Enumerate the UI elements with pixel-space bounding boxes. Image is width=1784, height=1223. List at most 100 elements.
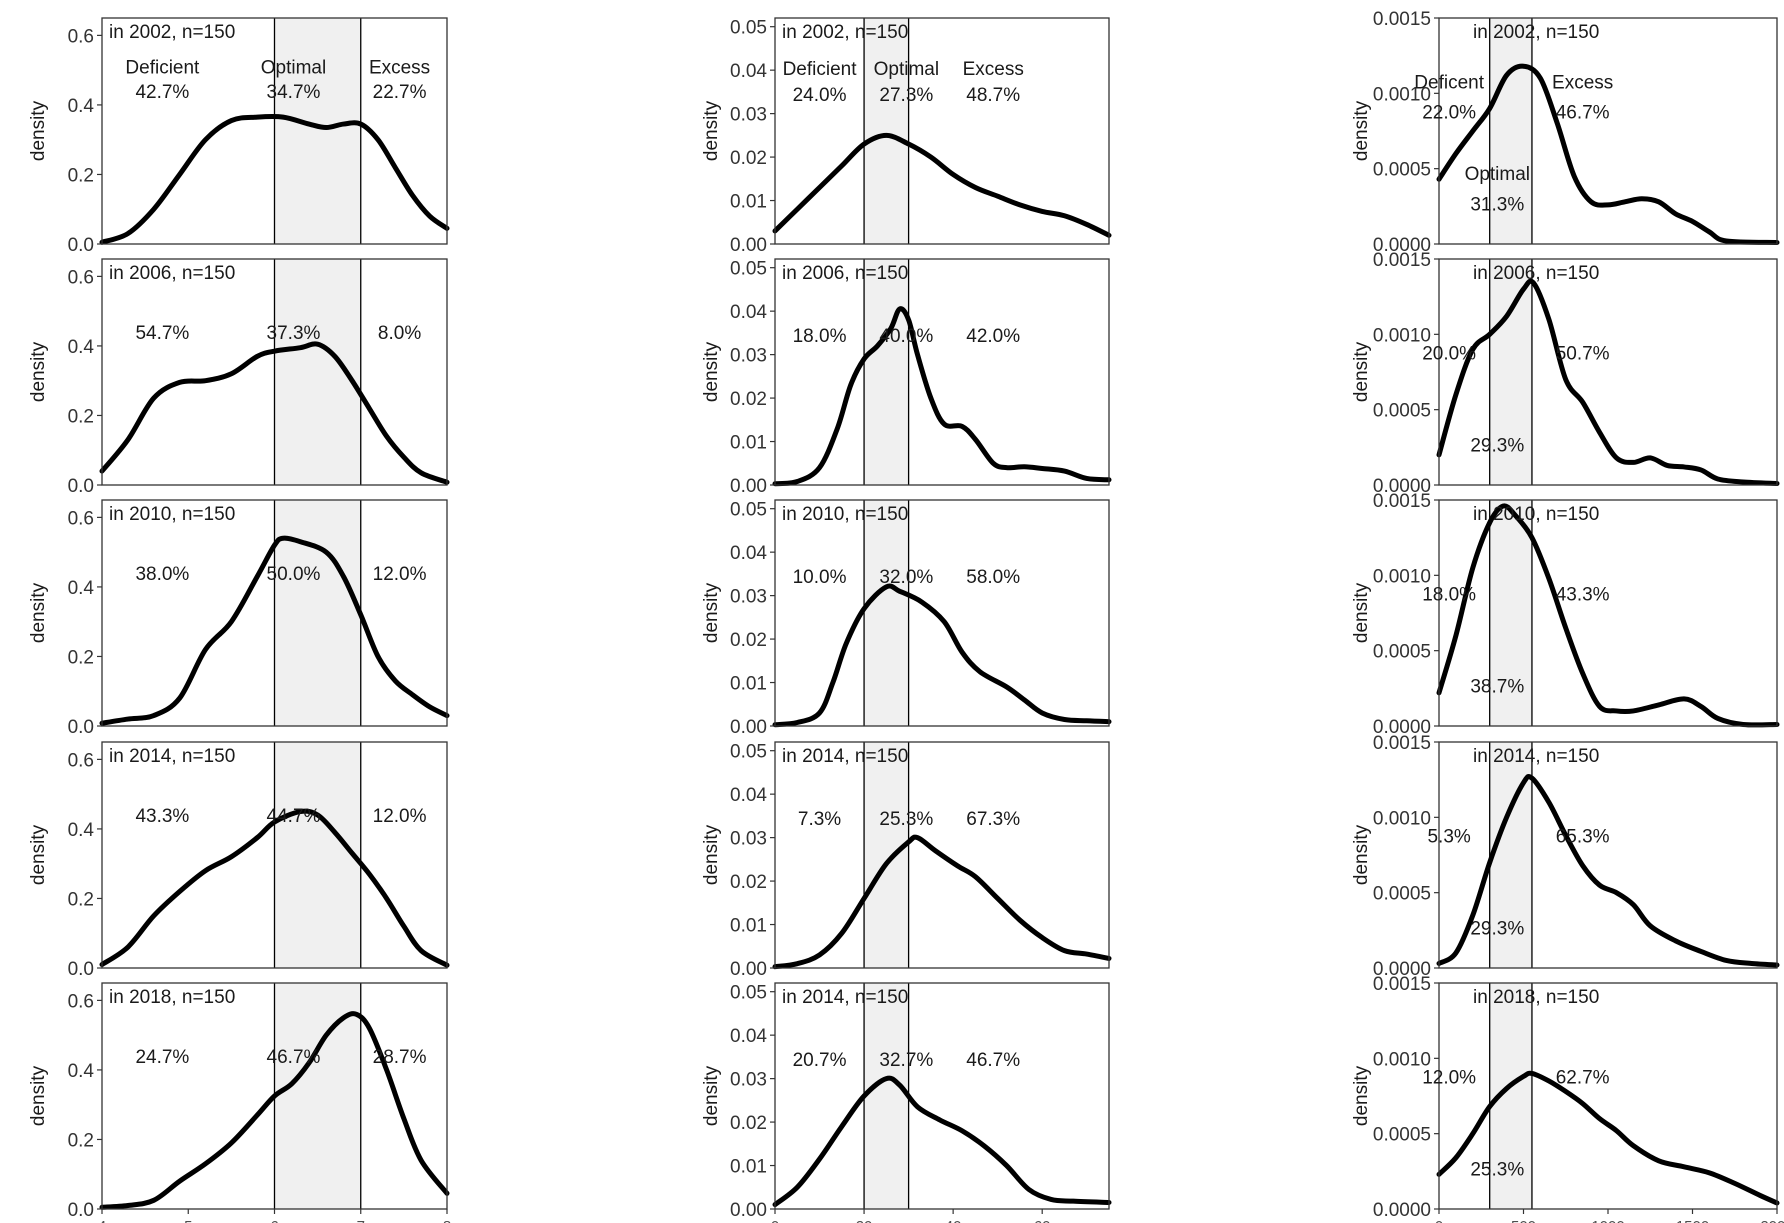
category-label: 8.0%: [378, 323, 421, 344]
y-tick-label: 0.0000: [1373, 235, 1431, 256]
y-tick-label: 0.05: [730, 742, 767, 763]
x-tick-label: 8: [443, 1218, 451, 1223]
y-tick-label: 0.2: [68, 889, 94, 910]
category-label: Excess: [369, 58, 430, 79]
panel-title: in 2014, n=150: [782, 746, 908, 767]
category-label: 12.0%: [373, 806, 427, 827]
category-label: 27.3%: [879, 85, 933, 106]
x-tick-label: 0: [1435, 1218, 1443, 1223]
y-tick-label: 0.04: [730, 543, 767, 564]
panel-title: in 2002, n=150: [109, 22, 235, 43]
x-tick-label: 5: [184, 1218, 192, 1223]
y-tick-label: 0.0: [68, 717, 94, 738]
y-tick-label: 0.04: [730, 302, 767, 323]
category-label: 67.3%: [966, 809, 1020, 830]
panel-p2o5-2014: 0.0000 0.0005 0.0010 0.0015 density in 2014, …: [1351, 733, 1780, 980]
category-label: 24.7%: [135, 1047, 189, 1068]
panel-title: in 2002, n=150: [782, 22, 908, 43]
category-label: Deficent: [1414, 72, 1484, 93]
y-tick-label: 0.0: [68, 476, 94, 497]
y-tick-label: 0.02: [730, 872, 767, 893]
y-tick-label: 0.05: [730, 18, 767, 39]
category-label: 32.0%: [879, 567, 933, 588]
y-tick-label: 0.00: [730, 717, 767, 738]
category-label: Optimal: [874, 59, 939, 80]
category-label: 7.3%: [798, 809, 841, 830]
x-tick-label: 1500: [1676, 1218, 1709, 1223]
category-label: 40.0%: [879, 326, 933, 347]
x-tick-label: 6: [270, 1218, 278, 1223]
panel-title: in 2014, n=150: [782, 987, 908, 1008]
y-axis-label: density: [28, 100, 49, 161]
panel-border: [101, 741, 448, 969]
panel-border: [774, 741, 1110, 969]
y-axis-label: density: [701, 824, 722, 885]
y-tick-label: 0.00: [730, 476, 767, 497]
panel-border: [101, 499, 448, 727]
panel-background: [775, 500, 1109, 726]
category-label: 28.7%: [373, 1047, 427, 1068]
density-curve: [99, 808, 450, 968]
y-tick-label: 0.0015: [1373, 733, 1431, 754]
x-tick-label: 40: [945, 1218, 962, 1223]
y-axis-label: density: [28, 1065, 49, 1126]
category-label: 20.0%: [1422, 343, 1476, 364]
density-curve: [772, 834, 1112, 970]
category-label: 32.7%: [879, 1050, 933, 1071]
y-tick-label: 0.0010: [1373, 808, 1431, 829]
optimal-range-band: [1489, 500, 1532, 726]
category-label: 31.3%: [1470, 194, 1524, 215]
x-tick-label: 60: [1034, 1218, 1051, 1223]
y-tick-label: 0.0000: [1373, 959, 1431, 980]
density-curve: [99, 535, 450, 726]
panel-border: [774, 17, 1110, 245]
y-tick-label: 0.0005: [1373, 884, 1431, 905]
y-axis-label: density: [701, 582, 722, 643]
y-tick-label: 0.0010: [1373, 84, 1431, 105]
density-curve: [1436, 773, 1780, 968]
panel-border: [1438, 258, 1778, 486]
category-label: Optimal: [261, 58, 326, 79]
panel-title: in 2010, n=150: [109, 504, 235, 525]
panel-ph-2018: 0.0 0.2 0.4 0.6 4 5 6 7 8 density in 2018, n=150 24…: [28, 982, 451, 1223]
y-tick-label: 0.2: [68, 406, 94, 427]
y-tick-label: 0.4: [68, 96, 95, 117]
y-tick-label: 0.2: [68, 1130, 94, 1151]
category-label: Deficient: [783, 59, 858, 80]
y-tick-label: 0.03: [730, 829, 767, 850]
panel-om-2014: 0.00 0.01 0.02 0.03 0.04 0.05 density in 2014, …: [701, 741, 1112, 980]
category-label: 42.0%: [966, 326, 1020, 347]
y-tick-label: 0.00: [730, 959, 767, 980]
density-curve: [1436, 1070, 1780, 1206]
optimal-range-band: [1489, 18, 1532, 244]
y-tick-label: 0.05: [730, 983, 767, 1004]
density-curve: [772, 583, 1112, 728]
y-tick-label: 0.01: [730, 916, 767, 937]
y-axis-label: density: [701, 341, 722, 402]
y-tick-label: 0.05: [730, 500, 767, 521]
optimal-range-band: [864, 500, 909, 726]
y-axis-label: density: [1351, 341, 1372, 402]
y-tick-label: 0.0000: [1373, 717, 1431, 738]
x-tick-label: 4: [98, 1218, 106, 1223]
panel-ph-2010: 0.0 0.2 0.4 0.6 density in 2010, n=150 38.0% 50…: [28, 499, 450, 738]
optimal-range-band: [274, 500, 361, 726]
panel-border: [1438, 741, 1778, 969]
panel-p2o5-2002: 0.0000 0.0005 0.0010 0.0015 density in 2002, …: [1351, 9, 1780, 256]
category-label: 34.7%: [267, 82, 321, 103]
density-curve: [1436, 63, 1780, 245]
y-tick-label: 0.02: [730, 389, 767, 410]
y-tick-label: 0.03: [730, 346, 767, 367]
panel-title: in 2010, n=150: [1473, 504, 1599, 525]
y-tick-label: 0.0005: [1373, 160, 1431, 181]
category-label: 12.0%: [1422, 1067, 1476, 1088]
optimal-range-band: [864, 259, 909, 485]
density-curve: [1436, 503, 1780, 728]
y-tick-label: 0.4: [68, 578, 95, 599]
panel-border: [774, 499, 1110, 727]
optimal-range-band: [274, 742, 361, 968]
y-tick-label: 0.04: [730, 1026, 767, 1047]
panel-p2o5-2006: 0.0000 0.0005 0.0010 0.0015 density in 2006, …: [1351, 250, 1780, 497]
category-label: 43.3%: [135, 806, 189, 827]
y-tick-label: 0.0015: [1373, 9, 1431, 30]
